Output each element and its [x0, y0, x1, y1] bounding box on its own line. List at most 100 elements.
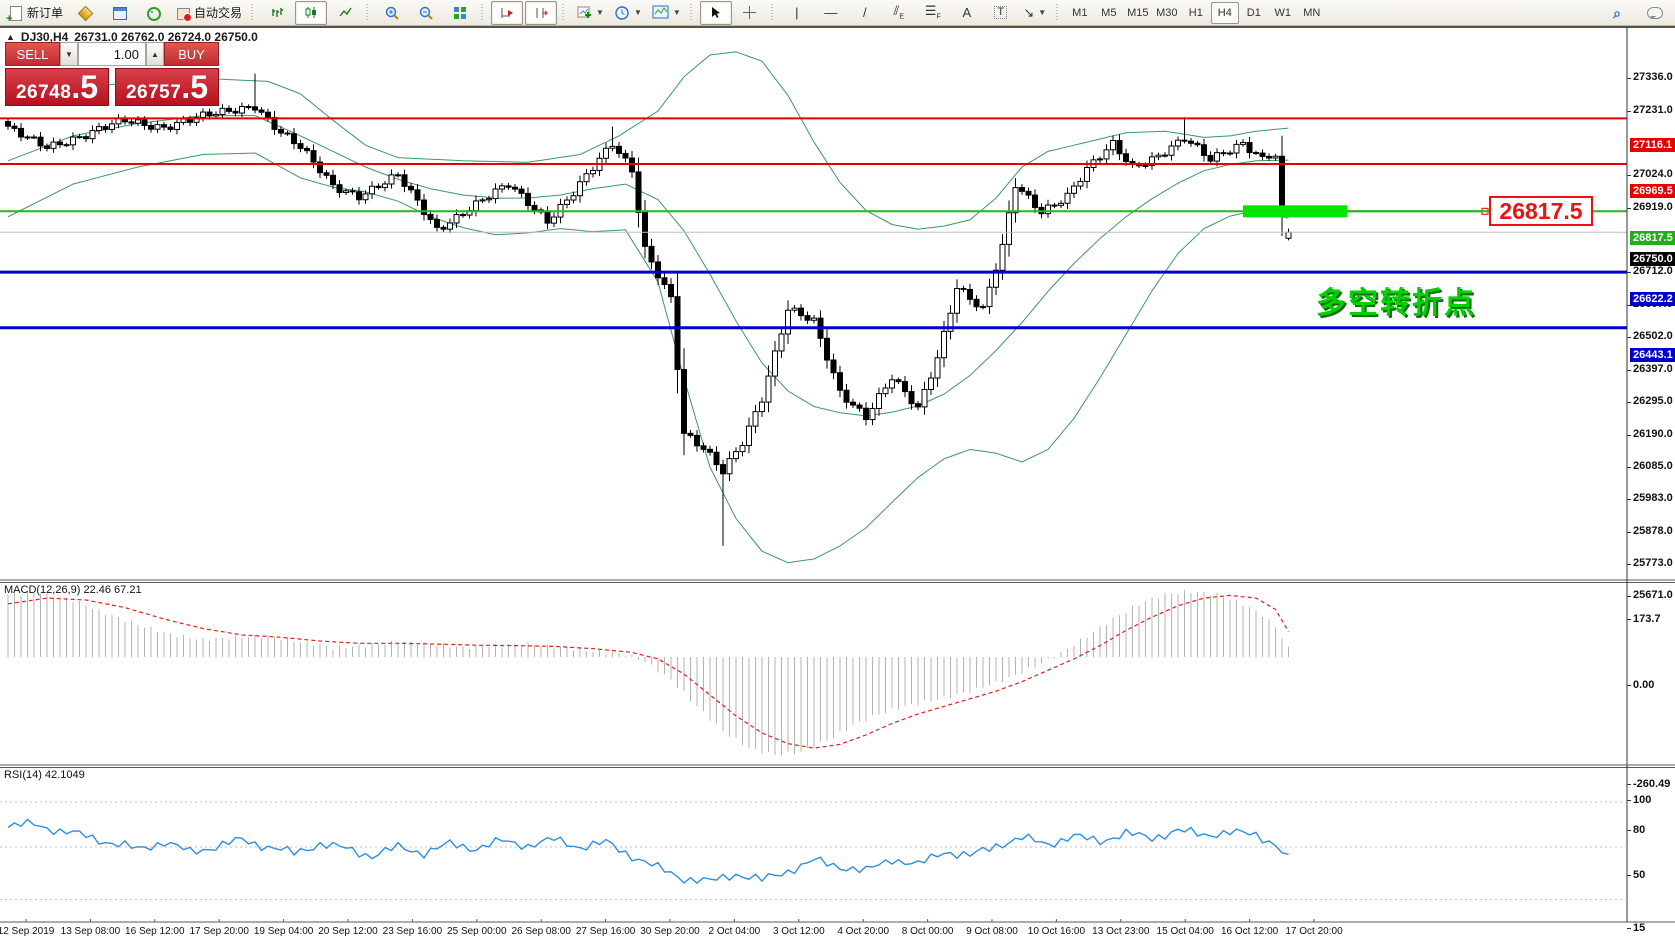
trendline-tool-button[interactable]: /	[849, 1, 881, 25]
sell-button[interactable]: SELL	[5, 42, 60, 66]
metaeditor-button[interactable]	[69, 1, 101, 25]
auto-scroll-button[interactable]	[491, 0, 524, 25]
cursor-tool-button[interactable]	[699, 0, 732, 25]
timeframe-button-h4[interactable]: H4	[1210, 1, 1239, 24]
chat-button[interactable]	[1639, 1, 1671, 25]
volume-input[interactable]: 1.00	[78, 42, 146, 66]
template-icon	[652, 5, 669, 19]
data-window-button[interactable]	[137, 1, 169, 25]
bar-chart-button[interactable]	[261, 1, 293, 25]
green-highlight-bar[interactable]	[1243, 205, 1347, 218]
toolbar-handle[interactable]	[770, 3, 776, 22]
price-tick-27024.0: 27024.0	[1633, 168, 1673, 181]
time-label: 16 Sep 12:00	[125, 926, 185, 937]
bear-candle	[304, 147, 310, 152]
horizontal-line-icon: —	[824, 5, 838, 20]
bear-candle	[5, 120, 11, 127]
bull-candle	[1077, 180, 1084, 187]
macd-tick-mark	[1627, 685, 1631, 686]
bull-candle	[765, 375, 772, 403]
arrows-tool-button[interactable]: ↘ ▼	[1019, 1, 1051, 25]
bear-candle	[434, 219, 440, 228]
volume-increase-button[interactable]: ▲	[146, 42, 164, 66]
time-label: 8 Oct 00:00	[901, 926, 954, 937]
price-tick-mark	[1627, 175, 1631, 177]
chart-shift-button[interactable]	[525, 0, 558, 25]
periods-button[interactable]: ▼	[610, 1, 646, 25]
bull-candle	[739, 445, 746, 453]
rsi-axis-50: 50	[1633, 869, 1646, 881]
toolbar-handle[interactable]	[366, 3, 372, 22]
turning-point-annotation[interactable]: 多空转折点	[1316, 287, 1476, 320]
price-level-label-object[interactable]: 26817.5	[1489, 196, 1593, 226]
time-label: 9 Oct 08:00	[966, 926, 1018, 937]
toolbar-handle[interactable]	[1055, 3, 1061, 22]
price-tick-27231.0: 27231.0	[1633, 103, 1673, 116]
chart-canvas[interactable]	[0, 28, 1675, 949]
toolbar-handle[interactable]	[562, 3, 568, 22]
bull-candle	[369, 185, 375, 195]
tile-windows-button[interactable]	[444, 1, 476, 25]
zoom-in-button[interactable]	[376, 1, 408, 25]
timeframe-group: M1 M5 M15 M30 H1 H4 D1 W1 MN	[1066, 1, 1326, 24]
trendline-icon: /	[862, 5, 867, 20]
timeframe-button-m15[interactable]: M15	[1127, 6, 1149, 19]
timeframe-button-m1[interactable]: M1	[1072, 6, 1088, 19]
bull-candle	[928, 377, 934, 391]
volume-decrease-button[interactable]: ▼	[60, 42, 78, 66]
bull-candle	[479, 199, 486, 202]
sell-price-fraction: .5	[71, 69, 99, 105]
timeframe-button-mn[interactable]: MN	[1303, 6, 1321, 19]
text-tool-button[interactable]: A	[951, 1, 983, 25]
buy-button[interactable]: BUY	[164, 42, 219, 66]
bear-candle	[648, 245, 655, 263]
sell-price-button[interactable]: 26748 .5	[5, 68, 109, 106]
fibonacci-tool-button[interactable]: ☰F	[917, 1, 949, 25]
bear-candle	[284, 132, 291, 135]
bear-candle	[323, 172, 330, 176]
text-label-tool-button[interactable]: T	[985, 1, 1017, 25]
bear-candle	[635, 171, 642, 213]
timeframe-button-d1[interactable]: D1	[1246, 6, 1261, 19]
timeframe-button-m30[interactable]: M30	[1156, 6, 1178, 19]
bull-candle	[499, 185, 505, 190]
line-chart-button[interactable]	[329, 1, 361, 25]
toolbar-handle[interactable]	[481, 3, 487, 22]
toolbar-handle[interactable]	[689, 3, 695, 22]
timeframe-button-w1[interactable]: W1	[1274, 6, 1292, 19]
search-button[interactable]: ⌕	[1601, 1, 1633, 25]
price-tick-mark	[1627, 207, 1631, 209]
time-label: 2 Oct 04:00	[708, 926, 761, 937]
toolbar-handle[interactable]	[251, 3, 257, 22]
bear-candle	[128, 121, 135, 124]
bear-candle	[460, 214, 466, 217]
vertical-line-tool-button[interactable]: |	[781, 1, 813, 25]
horizontal-line-tool-button[interactable]: —	[815, 1, 847, 25]
bull-candle	[70, 136, 76, 146]
time-label: 13 Sep 08:00	[60, 926, 121, 937]
crosshair-tool-button[interactable]	[734, 1, 766, 25]
new-chart-button[interactable]: ▼	[572, 1, 608, 25]
macd-axis-0.00: 0.00	[1633, 679, 1655, 691]
buy-price-button[interactable]: 26757 .5	[115, 68, 219, 106]
bear-candle	[1123, 153, 1129, 162]
timeframe-button-h1[interactable]: H1	[1188, 6, 1203, 19]
bull-candle	[941, 330, 947, 359]
sell-price-main: 26748	[15, 82, 72, 103]
zoom-in-icon	[385, 6, 399, 20]
channel-tool-button[interactable]: ⫽E	[883, 1, 915, 25]
rsi-tick-mark	[1627, 830, 1631, 831]
timeframe-button-m5[interactable]: M5	[1101, 6, 1117, 19]
zoom-out-button[interactable]	[410, 1, 442, 25]
price-tick-25773.0: 25773.0	[1633, 557, 1673, 570]
templates-button[interactable]: ▼	[648, 1, 685, 25]
collapse-panel-icon[interactable]: ▲	[6, 32, 15, 42]
market-watch-button[interactable]	[103, 1, 135, 25]
chart-ohlc-values: 26731.0 26762.0 26724.0 26750.0	[74, 30, 258, 44]
bear-candle	[1025, 190, 1032, 196]
price-tick-26712.0: 26712.0	[1633, 265, 1673, 278]
candlestick-chart-button[interactable]	[295, 0, 328, 25]
new-order-button[interactable]: + 新订单	[4, 1, 67, 25]
autotrading-button[interactable]: 自动交易	[171, 1, 246, 25]
time-label: 12 Sep 2019	[0, 926, 55, 937]
